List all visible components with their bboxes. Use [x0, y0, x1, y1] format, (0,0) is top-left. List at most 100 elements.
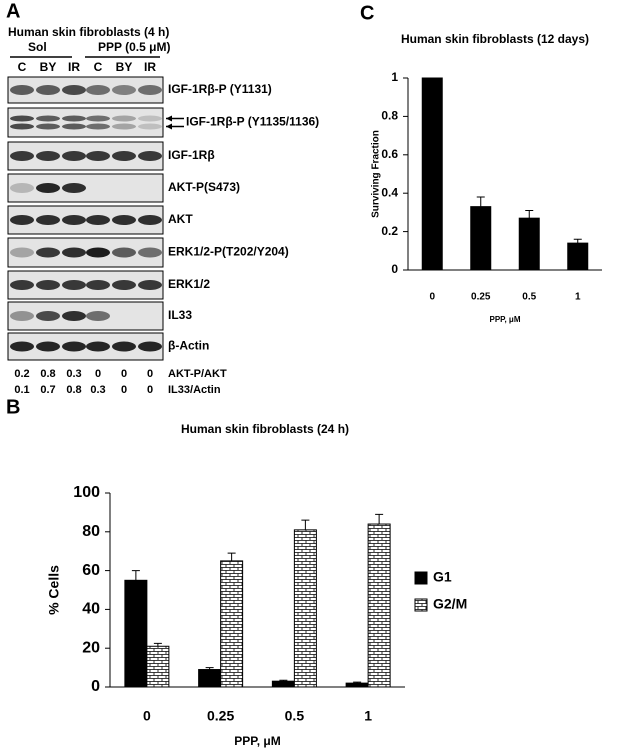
- bar: [421, 77, 443, 271]
- bar: [146, 645, 170, 688]
- blot-band: [36, 341, 60, 352]
- blot-band: [36, 183, 60, 193]
- quant-value: 0: [121, 384, 127, 396]
- lane-label: BY: [116, 60, 133, 74]
- x-tick-label: 0: [429, 292, 435, 303]
- x-tick-label: 1: [575, 292, 581, 303]
- x-tick-label: 0.5: [522, 292, 536, 303]
- y-axis-label: % Cells: [46, 565, 62, 615]
- bar: [345, 682, 369, 688]
- blot-band: [112, 215, 136, 225]
- blot-band: [86, 151, 110, 161]
- blot-band: [36, 123, 60, 130]
- blot-band: [86, 85, 110, 95]
- blot-band: [86, 311, 110, 321]
- y-tick-label: 80: [82, 523, 100, 540]
- blot-band: [138, 85, 162, 95]
- error-bar: [227, 552, 236, 561]
- blot-label: AKT: [168, 212, 193, 226]
- lane-label: IR: [144, 60, 156, 74]
- lane-label: IR: [68, 60, 80, 74]
- error-bar: [131, 570, 140, 581]
- legend-label: G1: [433, 569, 452, 585]
- y-axis-label: Surviving Fraction: [371, 130, 382, 218]
- lane-label: C: [18, 60, 27, 74]
- quant-value: 0: [121, 368, 127, 380]
- lane-label: BY: [40, 60, 57, 74]
- blot-band: [62, 215, 86, 225]
- quant-value: 0.8: [40, 368, 55, 380]
- blot-label: IGF-1Rβ: [168, 148, 215, 162]
- blot-band: [36, 247, 60, 258]
- group-label: Sol: [28, 40, 47, 54]
- blot-band: [10, 311, 34, 321]
- blot-band: [10, 151, 34, 161]
- error-bar: [279, 679, 288, 682]
- blot-band: [10, 215, 34, 225]
- blot-band: [86, 247, 110, 258]
- blot-band: [86, 115, 110, 122]
- quant-value: 0.1: [14, 384, 29, 396]
- blot-label: IL33: [168, 308, 192, 322]
- quant-value: 0: [147, 368, 153, 380]
- blot-label: ERK1/2-P(T202/Y204): [168, 245, 289, 259]
- blot-band: [10, 123, 34, 130]
- blot-band: [10, 85, 34, 95]
- blot-band: [62, 341, 86, 352]
- blot-band: [10, 115, 34, 122]
- blot-band: [10, 341, 34, 352]
- quant-value: 0.8: [66, 384, 81, 396]
- legend-swatch: [414, 598, 428, 612]
- blot-label: IGF-1Rβ-P (Y1135/1136): [186, 115, 319, 129]
- y-tick-label: 20: [82, 639, 100, 656]
- blot-label: AKT-P(S473): [168, 180, 240, 194]
- chart-title: Human skin fibroblasts (12 days): [401, 32, 589, 46]
- y-tick-label: 1: [391, 70, 398, 84]
- blot-band: [36, 215, 60, 225]
- x-axis-label: PPP, μM: [490, 315, 521, 324]
- blot-band: [86, 280, 110, 290]
- bar: [271, 680, 295, 688]
- panel-label: A: [6, 0, 20, 22]
- blot-band: [10, 247, 34, 258]
- x-tick-label: 0.25: [207, 708, 234, 724]
- blot-band: [112, 123, 136, 130]
- blot-label: IGF-1Rβ-P (Y1131): [168, 82, 272, 96]
- blot-band: [138, 215, 162, 225]
- quant-value: 0: [95, 368, 101, 380]
- quant-value: 0.7: [40, 384, 55, 396]
- y-tick-label: 0.8: [381, 109, 398, 123]
- blot-label: ERK1/2: [168, 277, 210, 291]
- quant-value: 0: [147, 384, 153, 396]
- y-tick-label: 0.2: [381, 224, 398, 238]
- bar: [198, 669, 222, 688]
- blot-band: [138, 123, 162, 130]
- blot-band: [112, 247, 136, 258]
- blot-label: β-Actin: [168, 339, 209, 353]
- y-tick-label: 100: [73, 484, 100, 501]
- y-tick-label: 40: [82, 601, 100, 618]
- blot-band: [36, 151, 60, 161]
- blot-band: [86, 341, 110, 352]
- quant-label: AKT-P/AKT: [168, 368, 227, 380]
- bar: [220, 560, 244, 688]
- blot-band: [10, 280, 34, 290]
- error-bar: [301, 519, 310, 530]
- blot-band: [36, 280, 60, 290]
- quant-value: 0.3: [66, 368, 81, 380]
- legend-label: G2/M: [433, 596, 467, 612]
- error-bar: [573, 238, 582, 244]
- arrow-head: [166, 115, 172, 122]
- blot-band: [138, 115, 162, 122]
- x-tick-label: 1: [364, 708, 372, 724]
- error-bar: [375, 513, 384, 525]
- error-bar: [205, 667, 214, 670]
- blot-band: [138, 151, 162, 161]
- y-tick-label: 0: [391, 262, 398, 276]
- blot-band: [62, 151, 86, 161]
- blot-band: [112, 341, 136, 352]
- x-tick-label: 0.25: [471, 292, 491, 303]
- y-tick-label: 0.4: [381, 185, 398, 199]
- y-tick-label: 0.6: [381, 147, 398, 161]
